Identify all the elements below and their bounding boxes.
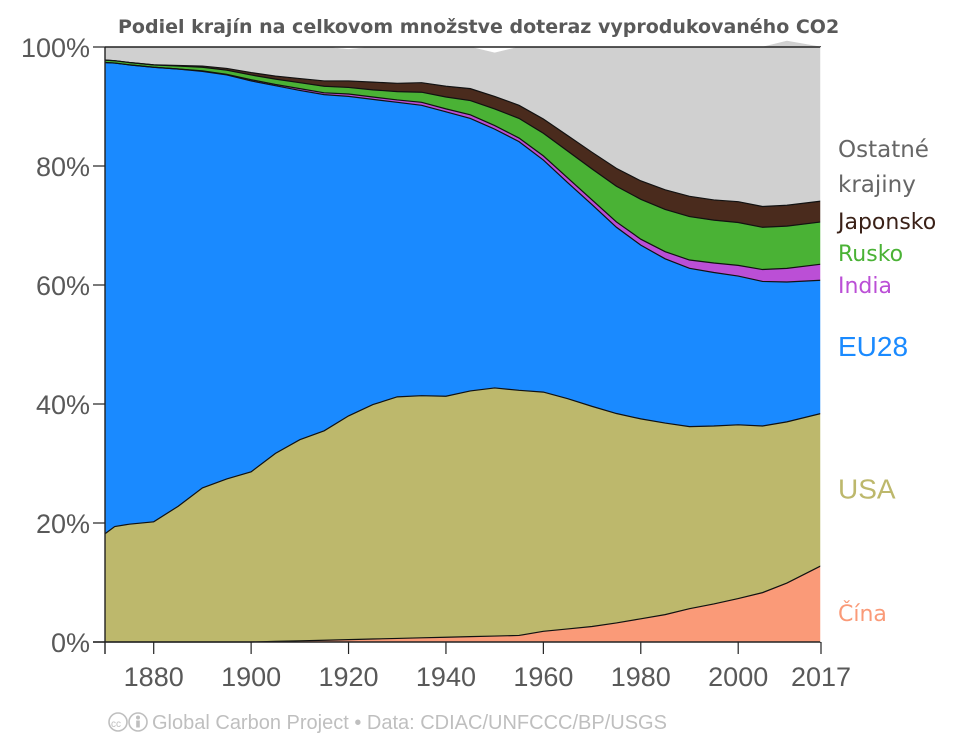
x-tick-labels: 1880 1900 1920 1940 1960 1980 2000 2017 [124, 662, 851, 692]
y-tick-label: 0% [51, 628, 90, 658]
x-tick-label: 1960 [513, 662, 573, 692]
area-series-group [104, 40, 822, 643]
y-tick-label: 20% [36, 509, 90, 539]
y-tick-label: 100% [21, 33, 90, 63]
legend-label-usa: USA [838, 474, 896, 505]
boundary-india [104, 61, 822, 271]
attribution-icon-body [136, 720, 140, 728]
attribution-icon-head [136, 715, 140, 720]
boundary-usa [104, 387, 822, 535]
x-tick-label: 1900 [221, 662, 281, 692]
y-tick-label: 60% [36, 271, 90, 301]
x-tick-label: 1920 [318, 662, 378, 692]
legend-label-rusko: Rusko [838, 242, 903, 267]
y-tick-labels: 0% 20% 40% 60% 80% 100% [21, 33, 90, 658]
legend: Čína USA EU28 India Rusko Japonsko Ostatné kraj… [836, 137, 936, 627]
axes-group [93, 46, 822, 654]
cc-license-icon [108, 712, 128, 732]
x-tick-label: 1980 [611, 662, 671, 692]
boundary-rusko [104, 59, 822, 228]
series-boundaries [104, 59, 822, 643]
y-tick-label: 40% [36, 390, 90, 420]
legend-label-india: India [838, 274, 892, 299]
boundary-japonsko [104, 59, 822, 208]
x-tick-label: 1880 [124, 662, 184, 692]
legend-label-ostatne-krajiny: krajiny [838, 172, 916, 198]
y-tick-label: 80% [36, 152, 90, 182]
x-tick-label: 1940 [416, 662, 476, 692]
x-tick-label: 2000 [708, 662, 768, 692]
legend-label-japonsko: Japonsko [836, 210, 936, 235]
credit-line: cc Global Carbon Project • Data: CDIAC/U… [108, 712, 667, 734]
legend-label-cina: Čína [838, 601, 887, 627]
cc-license-icon-glyph: cc [111, 719, 121, 730]
credit-text: Global Carbon Project • Data: CDIAC/UNFC… [152, 712, 667, 734]
attribution-icon [128, 712, 148, 732]
chart-title: Podiel krajín na celkovom množstve doter… [118, 16, 839, 38]
legend-label-eu28: EU28 [838, 331, 908, 362]
legend-label-ostatne-krajiny: Ostatné [838, 137, 929, 163]
x-tick-label: 2017 [791, 662, 851, 692]
